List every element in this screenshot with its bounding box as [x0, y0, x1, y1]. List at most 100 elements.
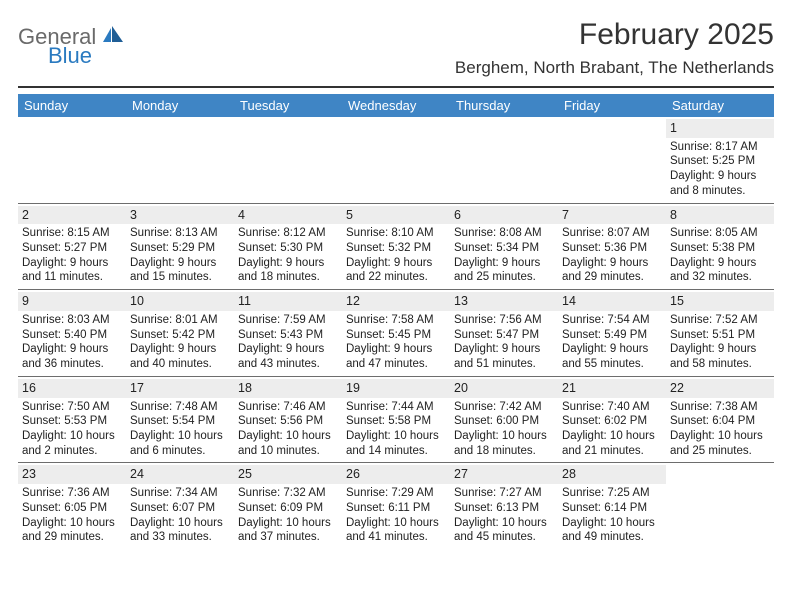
daylight1-text: Daylight: 9 hours [454, 256, 554, 271]
daynum-row: 13 [450, 292, 558, 311]
daylight2-text: and 8 minutes. [670, 184, 770, 199]
day-cell: 28Sunrise: 7:25 AMSunset: 6:14 PMDayligh… [558, 463, 666, 549]
daynum-row: 18 [234, 379, 342, 398]
daylight1-text: Daylight: 9 hours [238, 256, 338, 271]
sunrise-text: Sunrise: 7:32 AM [238, 486, 338, 501]
sunrise-text: Sunrise: 7:34 AM [130, 486, 230, 501]
day-number: 27 [454, 467, 468, 481]
daylight2-text: and 18 minutes. [238, 270, 338, 285]
sunrise-text: Sunrise: 7:56 AM [454, 313, 554, 328]
sunrise-text: Sunrise: 7:42 AM [454, 400, 554, 415]
daylight2-text: and 25 minutes. [670, 444, 770, 459]
daylight2-text: and 45 minutes. [454, 530, 554, 545]
daynum-row: 12 [342, 292, 450, 311]
calendar-page: General Blue February 2025 Berghem, Nort… [0, 0, 792, 549]
daylight2-text: and 33 minutes. [130, 530, 230, 545]
daynum-row: 3 [126, 206, 234, 225]
daylight1-text: Daylight: 10 hours [562, 516, 662, 531]
daynum-row: 24 [126, 465, 234, 484]
sunset-text: Sunset: 5:43 PM [238, 328, 338, 343]
daynum-row: 8 [666, 206, 774, 225]
day-number: 2 [22, 208, 29, 222]
daylight1-text: Daylight: 9 hours [22, 256, 122, 271]
header: General Blue February 2025 Berghem, Nort… [18, 18, 774, 78]
daynum-row: 4 [234, 206, 342, 225]
daylight1-text: Daylight: 10 hours [130, 429, 230, 444]
weekday-header: SundayMondayTuesdayWednesdayThursdayFrid… [18, 94, 774, 117]
daynum-row: 7 [558, 206, 666, 225]
day-number: 13 [454, 294, 468, 308]
day-cell: 1Sunrise: 8:17 AMSunset: 5:25 PMDaylight… [666, 117, 774, 203]
day-cell: 11Sunrise: 7:59 AMSunset: 5:43 PMDayligh… [234, 290, 342, 376]
daylight1-text: Daylight: 9 hours [670, 342, 770, 357]
daylight2-text: and 51 minutes. [454, 357, 554, 372]
daylight1-text: Daylight: 10 hours [238, 516, 338, 531]
day-number: 10 [130, 294, 144, 308]
sunrise-text: Sunrise: 7:48 AM [130, 400, 230, 415]
day-cell: 13 Sunrise: 7:56 AMSunset: 5:47 PMDayligh… [450, 290, 558, 376]
day-cell: 10Sunrise: 8:01 AMSunset: 5:42 PMDayligh… [126, 290, 234, 376]
sunset-text: Sunset: 5:25 PM [670, 154, 770, 169]
day-cell [666, 463, 774, 549]
sunrise-text: Sunrise: 7:27 AM [454, 486, 554, 501]
daynum-row: 11 [234, 292, 342, 311]
day-cell: 22Sunrise: 7:38 AMSunset: 6:04 PMDayligh… [666, 377, 774, 463]
daylight2-text: and 55 minutes. [562, 357, 662, 372]
daylight1-text: Daylight: 9 hours [454, 342, 554, 357]
day-cell: 18Sunrise: 7:46 AMSunset: 5:56 PMDayligh… [234, 377, 342, 463]
day-number: 24 [130, 467, 144, 481]
daylight2-text: and 14 minutes. [346, 444, 446, 459]
day-cell [450, 117, 558, 203]
day-cell: 27Sunrise: 7:27 AMSunset: 6:13 PMDayligh… [450, 463, 558, 549]
sunrise-text: Sunrise: 7:46 AM [238, 400, 338, 415]
day-number: 14 [562, 294, 576, 308]
day-cell: 26Sunrise: 7:29 AMSunset: 6:11 PMDayligh… [342, 463, 450, 549]
daylight2-text: and 41 minutes. [346, 530, 446, 545]
sunset-text: Sunset: 5:58 PM [346, 414, 446, 429]
sunrise-text: Sunrise: 7:36 AM [22, 486, 122, 501]
day-number: 7 [562, 208, 569, 222]
day-number: 9 [22, 294, 29, 308]
day-cell: 23Sunrise: 7:36 AMSunset: 6:05 PMDayligh… [18, 463, 126, 549]
daylight1-text: Daylight: 10 hours [238, 429, 338, 444]
day-cell [126, 117, 234, 203]
sunset-text: Sunset: 6:09 PM [238, 501, 338, 516]
daylight2-text: and 25 minutes. [454, 270, 554, 285]
daylight2-text: and 6 minutes. [130, 444, 230, 459]
daynum-row: 10 [126, 292, 234, 311]
day-cell: 5Sunrise: 8:10 AMSunset: 5:32 PMDaylight… [342, 204, 450, 290]
daynum-row: 26 [342, 465, 450, 484]
daylight1-text: Daylight: 10 hours [346, 516, 446, 531]
sunrise-text: Sunrise: 7:44 AM [346, 400, 446, 415]
day-number: 19 [346, 381, 360, 395]
daynum-row: 28 [558, 465, 666, 484]
logo: General Blue [18, 26, 125, 67]
sunrise-text: Sunrise: 8:12 AM [238, 226, 338, 241]
daylight1-text: Daylight: 9 hours [670, 169, 770, 184]
day-cell [342, 117, 450, 203]
day-number: 23 [22, 467, 36, 481]
daynum-row: 14 [558, 292, 666, 311]
daylight2-text: and 22 minutes. [346, 270, 446, 285]
day-cell: 21Sunrise: 7:40 AMSunset: 6:02 PMDayligh… [558, 377, 666, 463]
day-cell [234, 117, 342, 203]
day-cell [18, 117, 126, 203]
daynum-row: 5 [342, 206, 450, 225]
day-cell: 20Sunrise: 7:42 AMSunset: 6:00 PMDayligh… [450, 377, 558, 463]
sunset-text: Sunset: 5:42 PM [130, 328, 230, 343]
day-number: 22 [670, 381, 684, 395]
daylight1-text: Daylight: 10 hours [346, 429, 446, 444]
daylight2-text: and 29 minutes. [562, 270, 662, 285]
weekday-label: Wednesday [342, 94, 450, 117]
daylight1-text: Daylight: 9 hours [22, 342, 122, 357]
daynum-row: 27 [450, 465, 558, 484]
day-number: 20 [454, 381, 468, 395]
daylight1-text: Daylight: 9 hours [130, 342, 230, 357]
sunset-text: Sunset: 6:05 PM [22, 501, 122, 516]
daynum-row: 1 [666, 119, 774, 138]
daylight2-text: and 10 minutes. [238, 444, 338, 459]
daylight1-text: Daylight: 10 hours [454, 429, 554, 444]
week-row: 1Sunrise: 8:17 AMSunset: 5:25 PMDaylight… [18, 117, 774, 203]
sunset-text: Sunset: 5:47 PM [454, 328, 554, 343]
day-number: 3 [130, 208, 137, 222]
